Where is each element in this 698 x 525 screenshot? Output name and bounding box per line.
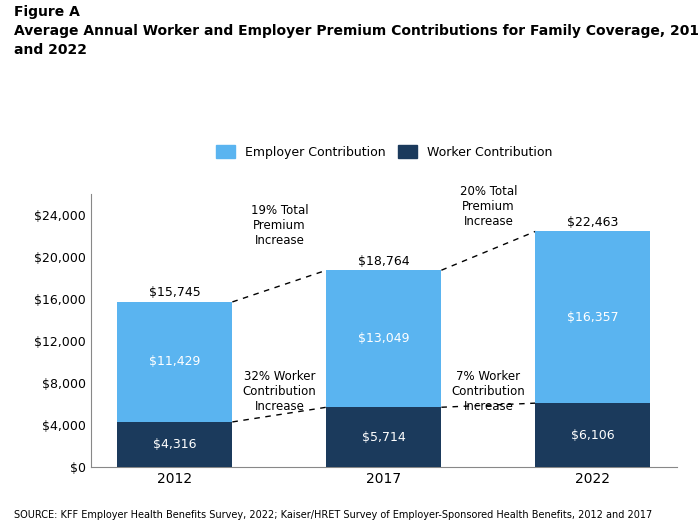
Text: 7% Worker
Contribution
Increase: 7% Worker Contribution Increase xyxy=(452,370,526,413)
Text: SOURCE: KFF Employer Health Benefits Survey, 2022; Kaiser/HRET Survey of Employe: SOURCE: KFF Employer Health Benefits Sur… xyxy=(14,510,652,520)
Text: $5,714: $5,714 xyxy=(362,430,406,444)
Text: $6,106: $6,106 xyxy=(571,429,615,442)
Text: $11,429: $11,429 xyxy=(149,355,200,369)
Text: 32% Worker
Contribution
Increase: 32% Worker Contribution Increase xyxy=(242,370,316,413)
Bar xyxy=(327,407,441,467)
Text: Average Annual Worker and Employer Premium Contributions for Family Coverage, 20: Average Annual Worker and Employer Premi… xyxy=(14,24,698,38)
Text: $13,049: $13,049 xyxy=(358,332,410,345)
Text: $22,463: $22,463 xyxy=(567,216,618,229)
Text: $16,357: $16,357 xyxy=(567,311,618,324)
Text: 19% Total
Premium
Increase: 19% Total Premium Increase xyxy=(251,204,309,247)
Text: 20% Total
Premium
Increase: 20% Total Premium Increase xyxy=(460,185,517,228)
Bar xyxy=(535,403,651,467)
Bar xyxy=(117,422,232,467)
Text: $18,764: $18,764 xyxy=(358,255,410,268)
Text: $15,745: $15,745 xyxy=(149,286,201,299)
Text: and 2022: and 2022 xyxy=(14,43,87,57)
Text: Figure A: Figure A xyxy=(14,5,80,19)
Legend: Employer Contribution, Worker Contribution: Employer Contribution, Worker Contributi… xyxy=(211,141,557,164)
Bar xyxy=(327,270,441,407)
Bar xyxy=(117,302,232,422)
Bar xyxy=(535,232,651,403)
Text: $4,316: $4,316 xyxy=(153,438,197,451)
